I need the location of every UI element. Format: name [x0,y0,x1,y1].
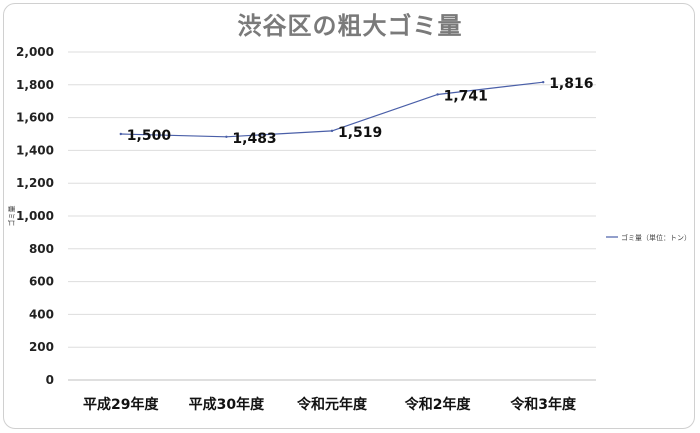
y-tick-label: 200 [29,340,54,354]
y-axis-label: ゴミ量 [7,206,16,227]
data-point [542,80,545,84]
x-tick-label: 令和3年度 [509,396,577,413]
chart-title: 渋谷区の粗大ゴミ量 [237,12,463,40]
y-tick-label: 400 [29,307,54,321]
x-tick-label: 令和2年度 [404,396,472,413]
x-tick-label: 平成30年度 [189,396,265,413]
legend: ゴミ量（単位：トン） [606,233,691,242]
y-tick-label: 2,000 [16,45,54,59]
data-label: 1,741 [444,88,488,104]
y-tick-label: 1,800 [16,78,54,92]
y-tick-label: 1,200 [16,176,54,190]
y-tick-label: 1,400 [16,143,54,157]
data-point [225,135,228,138]
y-tick-label: 1,000 [16,209,54,223]
series-layer [119,80,545,138]
data-point [436,93,439,96]
y-tick-label: 800 [29,242,54,256]
y-tick-label: 1,600 [16,111,54,125]
gridlines [68,51,596,381]
data-point [119,132,123,136]
x-axis-ticks: 平成29年度 平成30年度 令和元年度 令和2年度 令和3年度 [83,396,577,413]
x-tick-label: 令和元年度 [296,396,368,413]
data-labels: 1,500 1,483 1,519 1,741 1,816 [127,76,594,147]
y-tick-label: 0 [46,373,54,387]
y-axis-ticks: 0 200 400 600 800 1,000 1,200 1,400 1,600 1,800 2,… [16,45,54,387]
data-label: 1,816 [549,76,593,92]
data-label: 1,483 [232,131,276,147]
x-tick-label: 平成29年度 [83,396,159,413]
data-label: 1,500 [127,128,172,144]
legend-label: ゴミ量（単位：トン） [621,233,691,242]
data-label: 1,519 [338,125,382,141]
data-point [330,129,334,133]
y-tick-label: 600 [29,275,54,289]
